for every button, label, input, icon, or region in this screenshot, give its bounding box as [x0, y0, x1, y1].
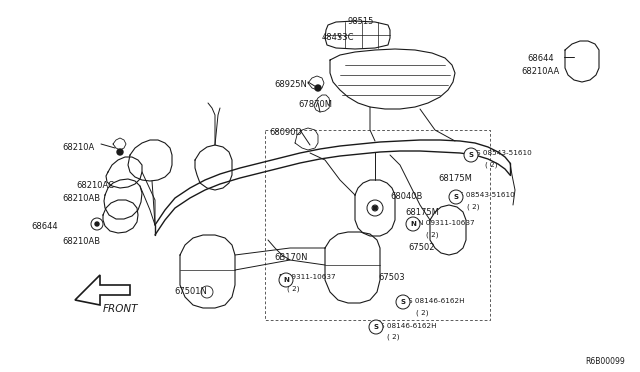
Text: N 09311-10637: N 09311-10637 — [279, 274, 335, 280]
Text: 67870M: 67870M — [298, 100, 332, 109]
Text: 68644: 68644 — [527, 54, 554, 63]
Text: S 08543-51610: S 08543-51610 — [459, 192, 515, 198]
Text: ( 2): ( 2) — [416, 309, 429, 315]
Text: S 08146-6162H: S 08146-6162H — [408, 298, 465, 304]
Text: N: N — [410, 221, 416, 227]
Text: ( 2): ( 2) — [287, 285, 300, 292]
Text: 68210AB: 68210AB — [62, 194, 100, 203]
Text: 67502: 67502 — [408, 243, 435, 252]
Text: ( 2): ( 2) — [387, 334, 399, 340]
Text: N 09311-10637: N 09311-10637 — [418, 220, 475, 226]
Text: S: S — [454, 194, 458, 200]
Text: S 08146-6162H: S 08146-6162H — [380, 323, 436, 329]
Circle shape — [315, 85, 321, 91]
Text: FRONT: FRONT — [103, 304, 138, 314]
Text: ( 2): ( 2) — [426, 231, 438, 237]
Text: S 08543-51610: S 08543-51610 — [476, 150, 532, 156]
Text: S: S — [374, 324, 378, 330]
Text: 68175M: 68175M — [438, 174, 472, 183]
Circle shape — [464, 148, 478, 162]
Circle shape — [91, 218, 103, 230]
Text: 68210AB: 68210AB — [62, 237, 100, 246]
Circle shape — [369, 320, 383, 334]
Text: 68210AC: 68210AC — [76, 181, 114, 190]
Text: 68175M: 68175M — [405, 208, 439, 217]
Circle shape — [406, 217, 420, 231]
Text: S: S — [468, 152, 474, 158]
Text: 68090D: 68090D — [269, 128, 302, 137]
Circle shape — [279, 273, 293, 287]
Text: 68210A: 68210A — [62, 143, 94, 152]
Text: 48433C: 48433C — [322, 33, 355, 42]
Text: R6B00099: R6B00099 — [585, 357, 625, 366]
Circle shape — [372, 205, 378, 211]
Circle shape — [396, 295, 410, 309]
Text: S: S — [401, 299, 406, 305]
Text: 98515: 98515 — [347, 17, 373, 26]
Circle shape — [449, 190, 463, 204]
Circle shape — [95, 222, 99, 226]
Circle shape — [373, 206, 377, 210]
Text: 67503: 67503 — [378, 273, 404, 282]
Text: 68210AA: 68210AA — [521, 67, 559, 76]
Text: 6B170N: 6B170N — [274, 253, 307, 262]
Text: N: N — [283, 277, 289, 283]
Circle shape — [367, 200, 383, 216]
Text: ( 2): ( 2) — [467, 203, 479, 209]
Text: ( 2): ( 2) — [485, 161, 497, 167]
Text: 68644: 68644 — [31, 222, 58, 231]
Circle shape — [117, 149, 123, 155]
Text: 67501N: 67501N — [174, 287, 207, 296]
Text: 68040B: 68040B — [390, 192, 422, 201]
Text: 68925N: 68925N — [274, 80, 307, 89]
